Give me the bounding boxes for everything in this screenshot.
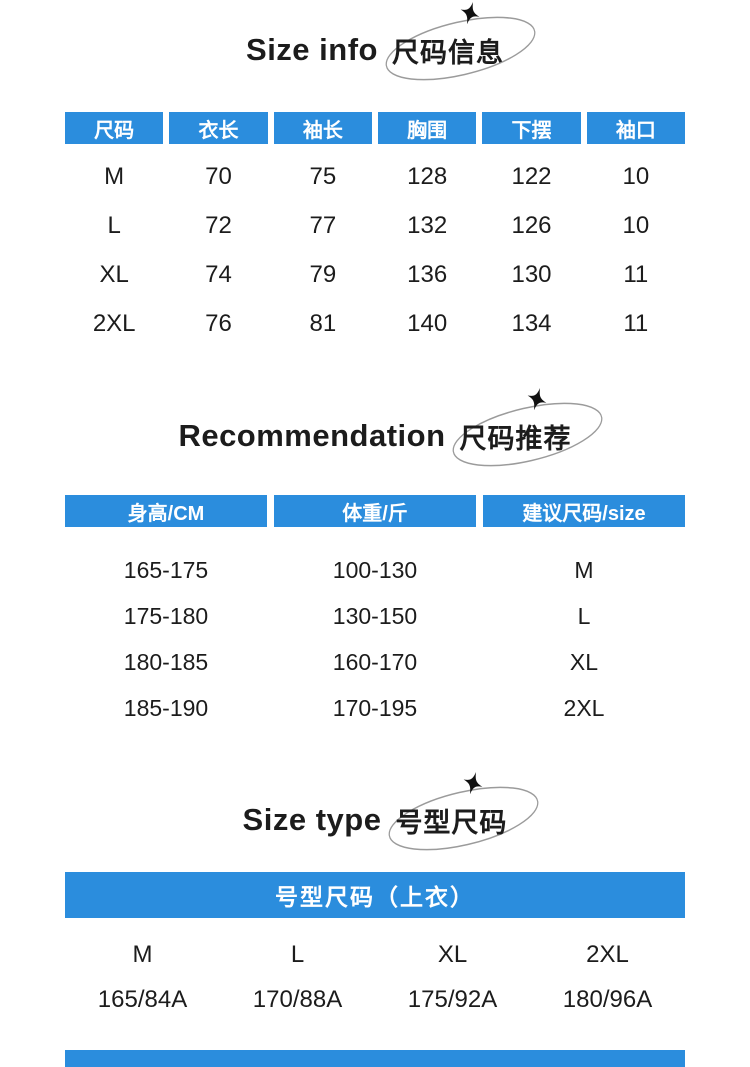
sparkle-icon <box>528 387 547 410</box>
size-info-title: Size info 尺码信息 <box>65 1 685 80</box>
size-table-header-cell: 胸围 <box>378 112 477 144</box>
table-cell: 10 <box>622 162 650 190</box>
table-cell: XL <box>569 648 599 675</box>
recommendation-title-zh-wrap: 尺码推荐 <box>452 387 603 466</box>
table-cell: 77 <box>309 211 337 239</box>
size-table-header: 尺码 衣长 袖长 胸围 下摆 袖口 <box>65 112 685 144</box>
table-row: 165-175 100-130 M <box>65 547 685 593</box>
table-cell: 100-130 <box>332 556 418 583</box>
table-row: 165/84A 170/88A 175/92A 180/96A <box>65 977 685 1022</box>
recommendation-title-zh: 尺码推荐 <box>459 423 572 454</box>
table-row: 180-185 160-170 XL <box>65 639 685 685</box>
table-cell: 170-195 <box>332 694 418 721</box>
table-cell: XL <box>437 940 468 968</box>
table-cell: 70 <box>205 162 232 190</box>
table-cell: 74 <box>205 260 232 288</box>
recommendation-title-en: Recommendation <box>178 418 446 453</box>
size-table-header-cell: 袖长 <box>273 112 372 144</box>
table-cell: XL <box>99 260 129 288</box>
recommendation-header-cell: 体重/斤 <box>274 495 476 527</box>
recommendation-section: Recommendation 尺码推荐 身高/CM 体重/斤 建议尺码/size 1… <box>65 387 685 731</box>
recommendation-table-header: 身高/CM 体重/斤 建议尺码/size <box>65 495 685 527</box>
table-cell: 10 <box>622 211 650 239</box>
size-type-title-en: Size type <box>242 802 382 837</box>
table-row: 2XL 76 81 140 134 11 <box>65 299 685 348</box>
table-cell: 165-175 <box>123 556 209 583</box>
table-cell: 11 <box>623 309 649 337</box>
table-cell: 175/92A <box>407 985 498 1013</box>
partial-next-banner-bar <box>65 1050 685 1067</box>
table-cell: 2XL <box>92 309 136 337</box>
table-cell: 136 <box>407 260 448 288</box>
size-info-title-zh-wrap: 尺码信息 <box>385 1 536 80</box>
table-cell: 75 <box>309 162 337 190</box>
table-cell: M <box>104 162 125 190</box>
recommendation-header-cell: 建议尺码/size <box>483 495 685 527</box>
table-cell: M <box>574 556 594 583</box>
table-cell: 132 <box>407 211 448 239</box>
table-cell: 170/88A <box>252 985 343 1013</box>
table-cell: 72 <box>205 211 232 239</box>
size-info-title-en: Size info <box>246 32 378 67</box>
size-table-header-cell: 袖口 <box>586 112 685 144</box>
recommendation-title: Recommendation 尺码推荐 <box>65 387 685 466</box>
table-cell: 126 <box>511 211 552 239</box>
table-cell: 79 <box>309 260 337 288</box>
table-cell: L <box>290 940 305 968</box>
size-type-title: Size type 号型尺码 <box>65 771 685 850</box>
table-row: M 70 75 128 122 10 <box>65 152 685 201</box>
size-type-table-body: M L XL 2XL 165/84A 170/88A 175/92A 180/96A <box>65 932 685 1022</box>
table-cell: 81 <box>309 309 337 337</box>
table-cell: 175-180 <box>123 602 209 629</box>
size-table-header-cell: 下摆 <box>482 112 581 144</box>
table-cell: 180-185 <box>123 648 209 675</box>
table-cell: 11 <box>623 260 649 288</box>
sparkle-icon <box>460 1 480 24</box>
recommendation-table-body: 165-175 100-130 M 175-180 130-150 L 180-185 160… <box>65 547 685 731</box>
table-cell: 76 <box>205 309 232 337</box>
table-cell: M <box>132 940 153 968</box>
size-type-section: Size type 号型尺码 号型尺码（上衣） M L XL 2XL 165/84A 17… <box>65 771 685 1022</box>
table-row: M L XL 2XL <box>65 932 685 977</box>
table-row: 175-180 130-150 L <box>65 593 685 639</box>
size-type-banner: 号型尺码（上衣） <box>65 872 685 918</box>
table-cell: 185-190 <box>123 694 209 721</box>
table-cell: 165/84A <box>97 985 188 1013</box>
table-cell: 2XL <box>586 940 629 968</box>
size-table-body: M 70 75 128 122 10 L 72 77 132 126 10 XL 74 79 136 130 11… <box>65 152 685 348</box>
table-row: XL 74 79 136 130 11 <box>65 250 685 299</box>
table-cell: 122 <box>511 162 552 190</box>
size-info-title-zh: 尺码信息 <box>391 37 504 68</box>
size-table-header-cell: 衣长 <box>169 112 268 144</box>
size-table-header-cell: 尺码 <box>65 112 164 144</box>
table-cell: 160-170 <box>332 648 418 675</box>
size-type-title-zh: 号型尺码 <box>395 807 508 838</box>
size-type-title-zh-wrap: 号型尺码 <box>388 771 539 850</box>
table-cell: L <box>107 211 121 239</box>
table-cell: 134 <box>511 309 552 337</box>
table-row: L 72 77 132 126 10 <box>65 201 685 250</box>
table-cell: L <box>577 602 591 629</box>
table-cell: 180/96A <box>562 985 653 1013</box>
table-cell: 130 <box>511 260 552 288</box>
table-cell: 128 <box>407 162 448 190</box>
table-cell: 2XL <box>563 694 605 721</box>
size-info-section: Size info 尺码信息 尺码 衣长 袖长 胸围 下摆 袖口 M 70 75 128 122 1… <box>65 1 685 348</box>
recommendation-header-cell: 身高/CM <box>65 495 267 527</box>
sparkle-icon <box>463 771 483 794</box>
table-cell: 140 <box>407 309 448 337</box>
table-row: 185-190 170-195 2XL <box>65 685 685 731</box>
table-cell: 130-150 <box>332 602 418 629</box>
